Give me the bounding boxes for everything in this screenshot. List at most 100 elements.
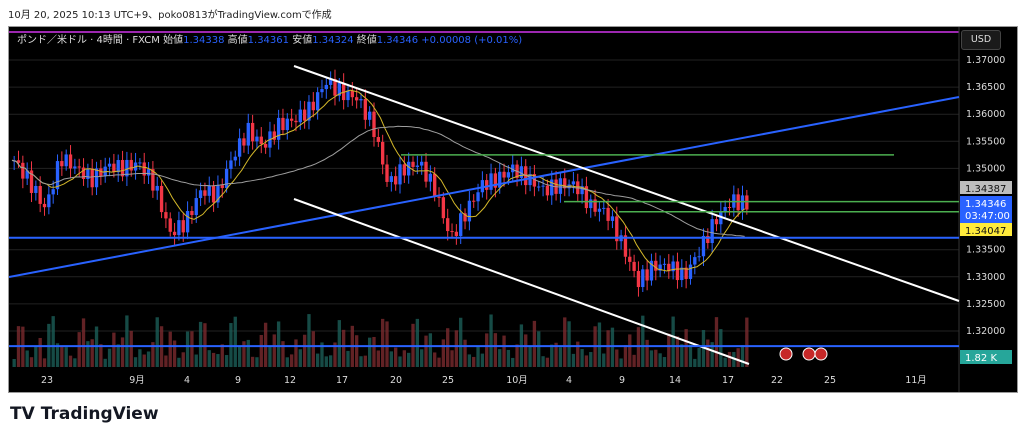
volume-bar (550, 344, 554, 367)
volume-bar (25, 350, 29, 367)
volume-bar (446, 328, 450, 367)
candle (107, 163, 112, 167)
volume-bar (307, 314, 311, 367)
candle (459, 213, 463, 237)
volume-bar (441, 339, 446, 367)
open-label: 始値 (163, 35, 184, 46)
candle (411, 161, 415, 167)
chart-panel[interactable]: 1.37000 1.36500 1.36000 1.35500 1.35000 1.335… (8, 26, 1018, 393)
volume-bar (532, 320, 537, 367)
volume-bar (402, 350, 407, 367)
ohlc-legend: ポンド／米ドル · 4時間 · FXCM 始値1.34338 高値1.34361… (17, 31, 522, 46)
volume-bar (324, 356, 328, 367)
candle (441, 197, 446, 219)
candle (34, 185, 38, 193)
y-tick-label: 1.32000 (966, 326, 1005, 337)
candle (146, 169, 151, 176)
volume-bar (697, 347, 701, 367)
candle (242, 138, 246, 146)
volume-bar (745, 317, 749, 367)
volume-bar (276, 321, 281, 367)
volume-bar (220, 344, 224, 367)
volume-bar (437, 357, 441, 367)
volume-bar (203, 323, 207, 367)
volume-bar (641, 315, 645, 367)
candle (480, 180, 485, 193)
candle (116, 160, 120, 173)
volume-bar (29, 357, 34, 367)
candle (602, 207, 606, 209)
x-tick-label: 9 (619, 375, 625, 386)
candle (359, 99, 363, 101)
volume-bar (155, 317, 159, 367)
volume-bar (467, 354, 472, 367)
candle (294, 120, 298, 123)
volume-bar (658, 353, 662, 367)
candle (389, 176, 394, 182)
candle (402, 164, 407, 176)
volume-bar (198, 321, 203, 367)
high-label: 高値 (227, 35, 248, 46)
volume-bar (597, 322, 602, 367)
volume-bar (654, 349, 658, 367)
last-price-label-bg (960, 196, 1012, 223)
volume-bar (623, 345, 628, 367)
candle (385, 164, 389, 182)
y-tick-label: 1.35000 (966, 163, 1005, 174)
candle (55, 161, 60, 190)
volume-bar (567, 321, 571, 367)
volume-bar (667, 333, 671, 367)
volume-bar (493, 333, 498, 367)
candle (86, 168, 90, 180)
candle (112, 163, 116, 173)
candle (276, 117, 281, 140)
volume-bar (723, 357, 727, 367)
volume-bar (142, 354, 146, 367)
candle (649, 260, 654, 281)
volume-label-bg (960, 350, 1012, 364)
volume-bar (528, 346, 532, 367)
candle (155, 185, 159, 191)
candle (302, 109, 307, 121)
volume-bar (233, 316, 237, 367)
x-tick-label: 20 (390, 375, 402, 386)
candle (90, 168, 94, 188)
candle (723, 206, 727, 212)
volume-bar (185, 331, 190, 367)
volume-bar (294, 339, 298, 367)
volume-label: 1.82 K (965, 353, 997, 364)
y-tick-label: 1.32500 (966, 299, 1005, 310)
candle (537, 186, 541, 188)
candle (415, 165, 420, 167)
candle (142, 162, 146, 176)
volume-bar (649, 350, 654, 367)
candle (433, 173, 437, 197)
ma-price-label: 1.34047 (965, 226, 1006, 237)
last-price-label: 1.34346 (965, 199, 1006, 210)
volume-bar (459, 317, 463, 367)
trend-line (9, 96, 960, 278)
candle (645, 269, 649, 281)
volume-bar (216, 354, 220, 367)
candle (233, 156, 237, 161)
symbol-label: ポンド／米ドル · 4時間 · FXCM (17, 35, 160, 46)
volume-bar (433, 352, 437, 367)
candle (610, 216, 615, 221)
price-chart[interactable]: 1.37000 1.36500 1.36000 1.35500 1.35000 1.335… (9, 27, 1017, 392)
candle (281, 117, 285, 131)
candle (229, 160, 233, 169)
candle (454, 231, 459, 237)
candle (597, 208, 602, 212)
candle (407, 161, 411, 176)
currency-button[interactable]: USD (961, 30, 1001, 50)
change-value: +0.00008 (+0.01%) (421, 35, 523, 46)
candle (376, 137, 380, 142)
volume-bar (381, 318, 385, 367)
volume-bar (372, 336, 376, 367)
chart-caption: 10月 20, 2025 10:13 UTC+9、poko0813がTradin… (8, 10, 332, 21)
volume-bar (116, 344, 120, 367)
x-tick-label: 17 (336, 375, 348, 386)
volume-bar (177, 357, 181, 367)
candle (324, 84, 328, 90)
volume-bar (211, 352, 216, 367)
